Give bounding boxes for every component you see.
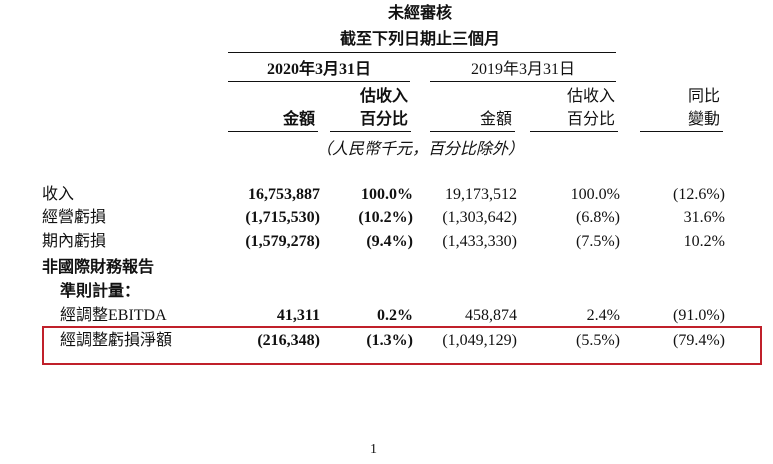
column-header: 同比 <box>687 88 720 105</box>
column-header: 金額 <box>479 111 512 128</box>
date: 2020年3月31日 <box>266 61 371 78</box>
row-label: 期內虧損 <box>42 233 107 250</box>
unit-note: （人民幣千元，百分比除外） <box>315 141 524 158</box>
cell: (1,303,642) <box>442 209 517 226</box>
cell: (12.6%) <box>673 186 725 203</box>
cell: (1,049,129) <box>442 332 517 349</box>
cell: 31.6% <box>683 209 725 226</box>
section-label: 非國際財務報告 <box>42 259 155 276</box>
cell: (7.5%) <box>576 233 620 250</box>
column-header: 百分比 <box>566 111 615 128</box>
cell: (1,579,278) <box>245 233 320 250</box>
cell: 2.4% <box>586 307 620 324</box>
cell: (1,433,330) <box>442 233 517 250</box>
column-header: 變動 <box>687 111 720 128</box>
rule <box>640 131 723 132</box>
row-label: 經調整EBITDA <box>60 307 167 324</box>
column-header: 百分比 <box>359 111 408 128</box>
cell: (1.3%) <box>366 332 413 349</box>
cell: (5.5%) <box>576 332 620 349</box>
cell: 16,753,887 <box>248 186 320 203</box>
title: 未經審核 <box>387 5 452 22</box>
period: 截至下列日期止三個月 <box>339 31 500 48</box>
row-label: 經營虧損 <box>42 209 107 226</box>
rule <box>228 52 616 53</box>
section-label: 準則計量： <box>60 283 141 300</box>
rule <box>430 81 616 82</box>
cell: (79.4%) <box>673 332 725 349</box>
row-label: 經調整虧損淨額 <box>60 332 173 349</box>
cell: (6.8%) <box>576 209 620 226</box>
rule <box>330 131 411 132</box>
cell: (216,348) <box>257 332 320 349</box>
column-header: 估收入 <box>566 88 615 105</box>
cell: (10.2%) <box>358 209 413 226</box>
rule <box>430 131 515 132</box>
cell: 100.0% <box>570 186 620 203</box>
cell: 41,311 <box>276 307 320 324</box>
highlight-box <box>42 326 762 365</box>
rule <box>228 131 318 132</box>
column-header: 金額 <box>282 111 315 128</box>
cell: 19,173,512 <box>445 186 517 203</box>
cell: 100.0% <box>361 186 413 203</box>
row-label: 收入 <box>42 186 75 203</box>
cell: 10.2% <box>683 233 725 250</box>
rule <box>530 131 618 132</box>
rule <box>228 81 410 82</box>
column-header: 估收入 <box>359 88 408 105</box>
date: 2019年3月31日 <box>470 61 575 78</box>
page-number: 1 <box>370 442 377 457</box>
cell: 0.2% <box>377 307 413 324</box>
cell: (9.4%) <box>366 233 413 250</box>
cell: 458,874 <box>465 307 517 324</box>
cell: (91.0%) <box>673 307 725 324</box>
cell: (1,715,530) <box>245 209 320 226</box>
